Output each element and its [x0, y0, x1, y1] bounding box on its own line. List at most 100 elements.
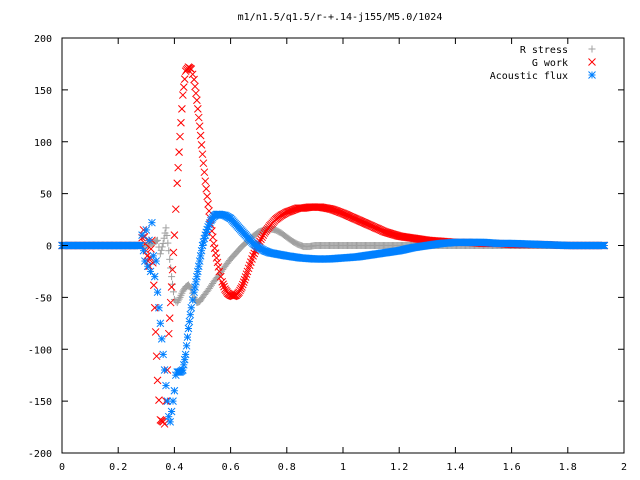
data-point [205, 207, 213, 215]
data-point [239, 278, 248, 287]
data-point [148, 218, 156, 227]
legend-label: R stress [520, 45, 568, 56]
data-point [182, 341, 191, 350]
series-acoustic-flux [58, 210, 609, 426]
data-point [159, 350, 168, 359]
data-point [152, 352, 161, 361]
data-point [158, 243, 166, 251]
data-point [167, 407, 176, 416]
data-point [220, 282, 228, 291]
data-point [203, 192, 212, 201]
data-point [180, 355, 189, 364]
data-point [139, 246, 148, 255]
data-point [242, 270, 251, 279]
data-point [176, 132, 184, 141]
axes: 0 0.2 0.4 0.6 0.8 1 1.2 1.4 1.6 1.8 2200150100500-… [28, 34, 627, 473]
data-point [166, 255, 174, 263]
legend-marker [588, 58, 596, 66]
y-tick-label: -100 [28, 345, 52, 356]
data-point [196, 131, 205, 140]
x-tick-label: 0 [59, 462, 65, 473]
x-tick-label: 1.8 [559, 462, 577, 473]
data-point [237, 283, 246, 291]
data-point [153, 376, 162, 385]
x-tick-label: 0.2 [109, 462, 127, 473]
data-point [188, 296, 197, 304]
data-point [212, 254, 221, 262]
data-point [185, 317, 194, 326]
data-point [215, 267, 224, 276]
data-point [169, 397, 177, 405]
data-point [175, 295, 183, 303]
y-tick-label: 200 [34, 34, 52, 45]
x-tick-label: 0.6 [222, 462, 240, 473]
data-point [171, 205, 180, 214]
x-tick-label: 2 [621, 462, 627, 473]
data-point [190, 75, 198, 84]
x-tick-label: 1.6 [503, 462, 521, 473]
data-point [170, 386, 179, 395]
data-point [179, 83, 188, 91]
data-point [153, 288, 162, 297]
legend-marker [588, 71, 596, 79]
data-point [181, 350, 190, 359]
data-point [162, 381, 170, 390]
data-point [173, 179, 182, 188]
data-point [600, 241, 609, 250]
data-point [178, 91, 187, 99]
y-tick-label: -150 [28, 397, 52, 408]
data-point [157, 246, 165, 254]
data-point [164, 239, 172, 247]
plot-area [58, 63, 609, 428]
data-point [154, 236, 162, 244]
data-point [202, 184, 211, 193]
data-point [183, 333, 192, 341]
y-tick-label: -50 [34, 293, 52, 304]
data-point [208, 233, 217, 242]
data-point [156, 250, 164, 258]
data-point [194, 113, 203, 122]
y-tick-label: 150 [34, 86, 52, 97]
data-point [210, 244, 219, 253]
x-tick-label: 0.4 [165, 462, 183, 473]
data-point [198, 150, 207, 159]
data-point [193, 105, 202, 113]
data-point [150, 272, 159, 281]
x-tick-label: 1.2 [390, 462, 408, 473]
data-point [184, 324, 193, 333]
data-point [186, 284, 194, 292]
data-point [177, 118, 185, 127]
data-point [258, 233, 266, 242]
data-point [146, 267, 155, 276]
legend: R stress G work Acoustic flux [490, 45, 596, 82]
y-tick-label: 50 [40, 190, 52, 201]
data-point [186, 310, 195, 319]
y-tick-label: 100 [34, 138, 52, 149]
data-point [169, 248, 178, 257]
data-point [201, 177, 210, 186]
legend-entry: Acoustic flux [490, 71, 596, 82]
data-point [200, 168, 209, 177]
data-point [192, 89, 200, 98]
data-point [211, 249, 220, 257]
data-point [166, 418, 175, 426]
data-point [147, 245, 155, 253]
data-point [157, 335, 166, 343]
data-point [170, 231, 179, 239]
legend-label: G work [532, 58, 568, 69]
data-point [193, 96, 201, 105]
data-point [180, 75, 189, 84]
data-point [241, 273, 250, 281]
data-point [152, 237, 160, 245]
data-point [188, 70, 197, 79]
data-point [238, 280, 247, 289]
data-point [175, 148, 183, 156]
data-point [213, 258, 222, 267]
x-tick-label: 1 [340, 462, 346, 473]
legend-entry: G work [532, 58, 596, 69]
chart-title: m1/n1.5/q1.5/r-+.14-j155/M5.0/1024 [238, 12, 443, 23]
data-point [197, 141, 206, 149]
x-tick-label: 0.8 [278, 462, 296, 473]
data-point [138, 231, 146, 239]
